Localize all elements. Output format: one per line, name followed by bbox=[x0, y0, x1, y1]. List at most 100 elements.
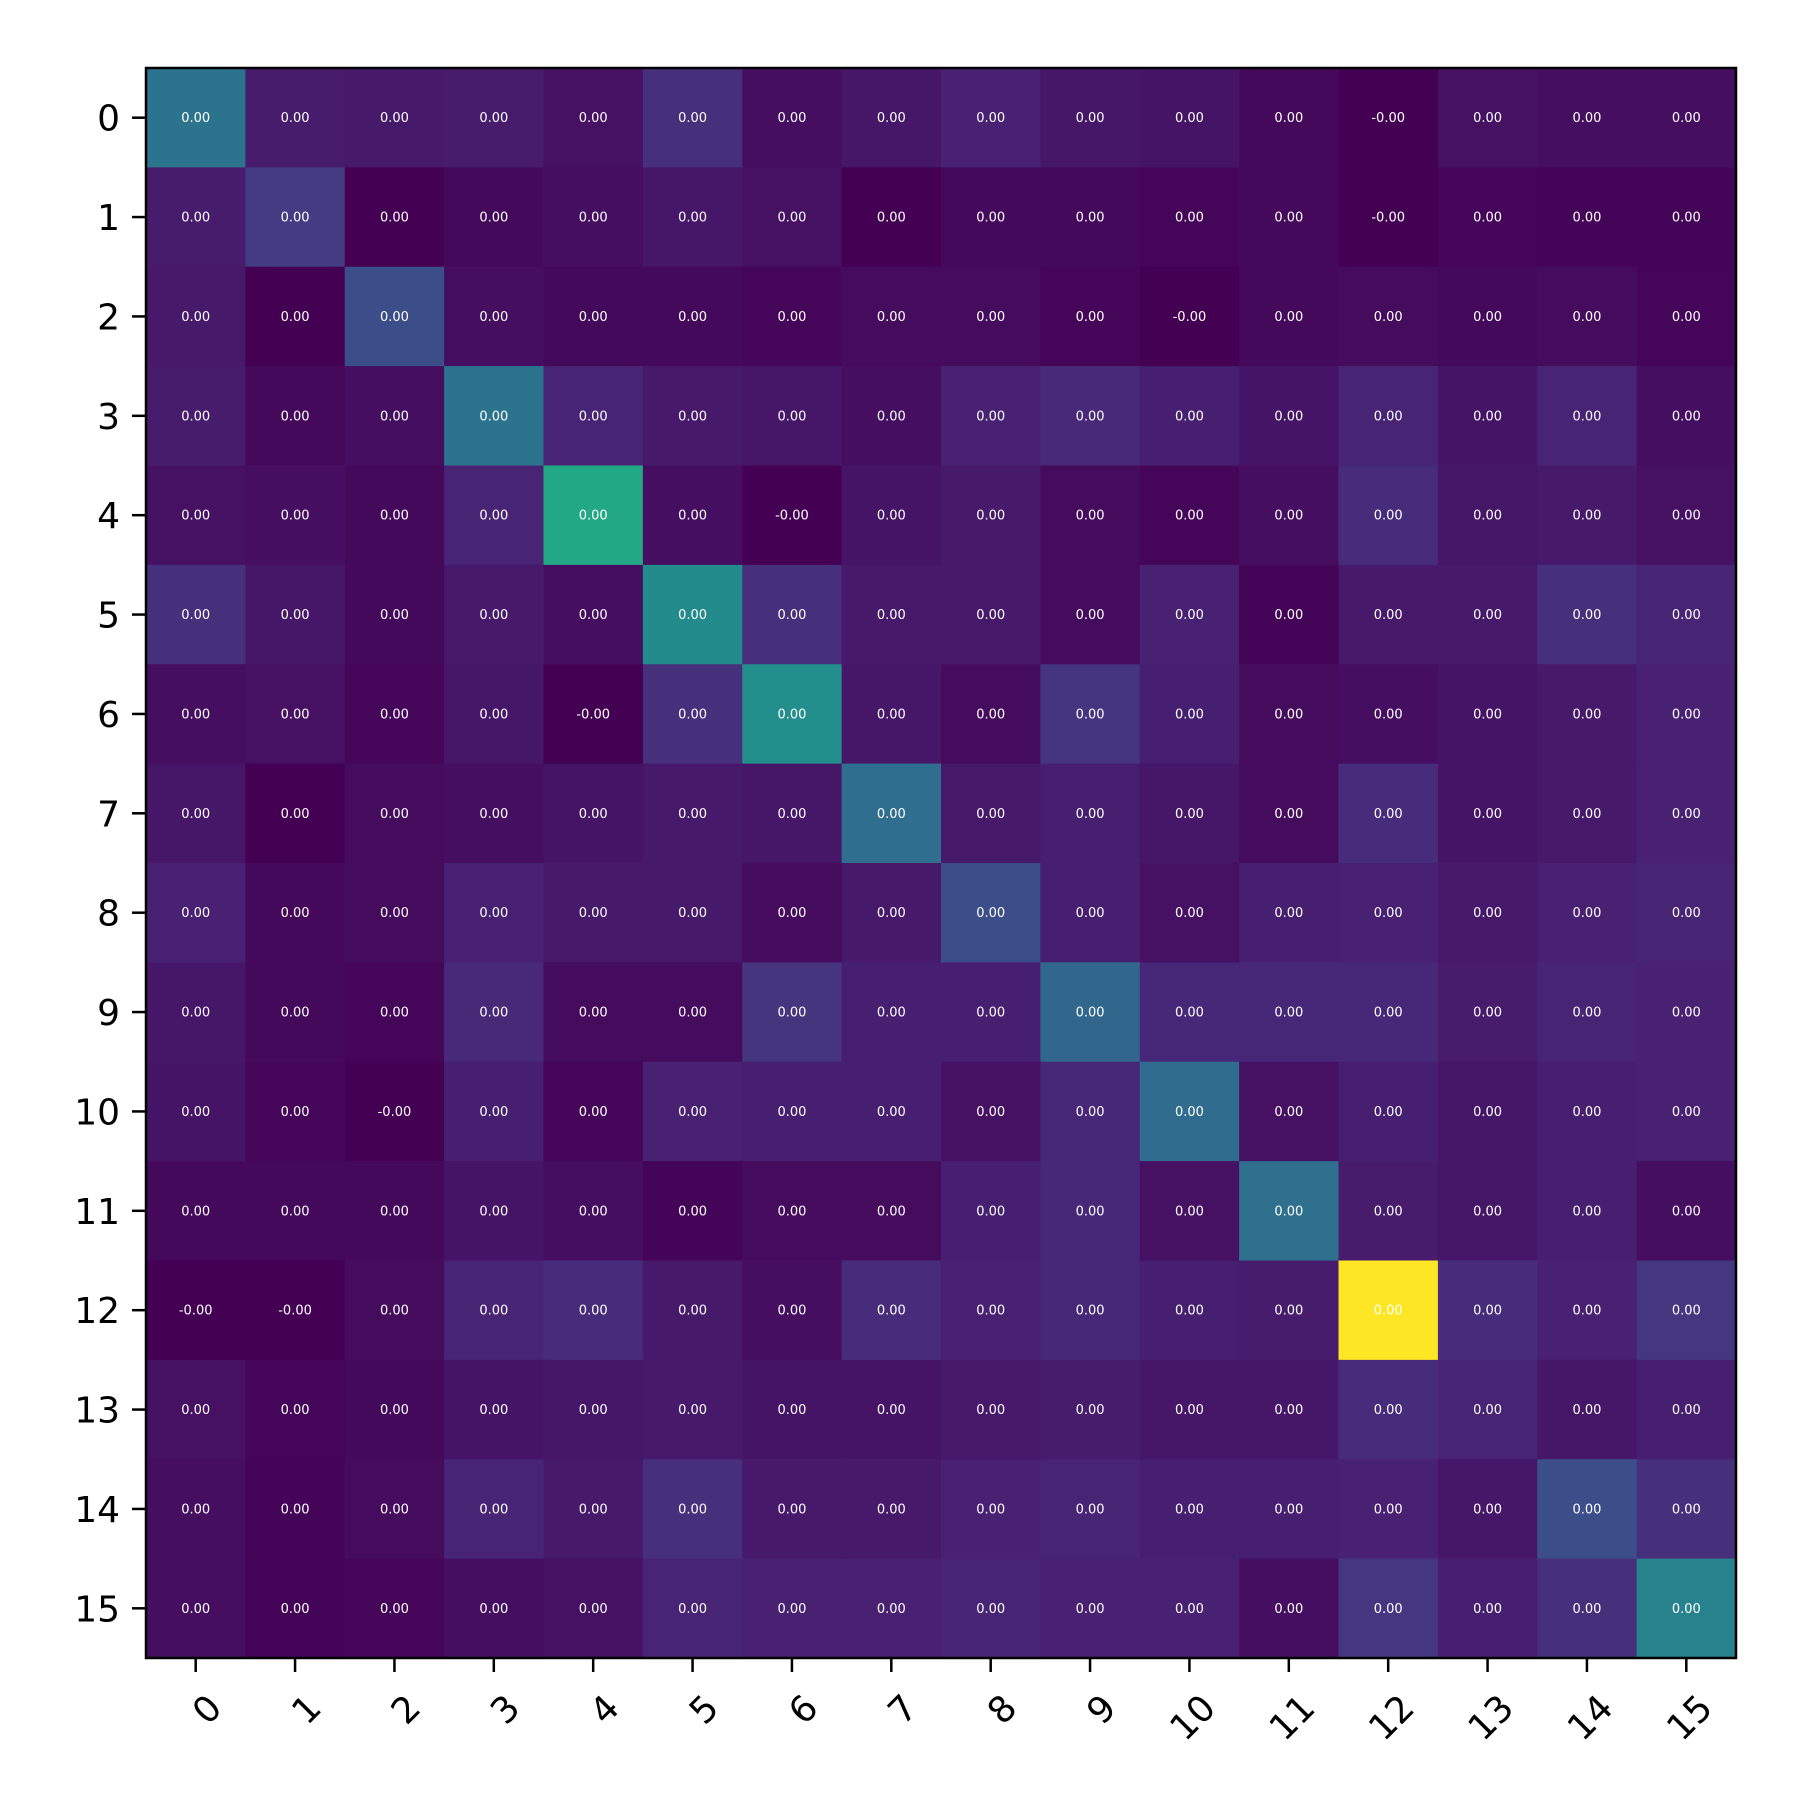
cell-label-14-0: 0.00 bbox=[181, 1502, 210, 1517]
heatmap-cell-9-8 bbox=[941, 962, 1041, 1063]
heatmap-cell-0-15 bbox=[1636, 68, 1737, 168]
y-tick-label-12: 12 bbox=[74, 1291, 120, 1332]
cell-label-9-14: 0.00 bbox=[1572, 1006, 1601, 1021]
x-tick-label-5: 5 bbox=[682, 1687, 727, 1732]
cell-label-7-15: 0.00 bbox=[1672, 807, 1701, 822]
cell-label-0-7: 0.00 bbox=[877, 111, 906, 126]
heatmap-cell-0-3 bbox=[444, 68, 545, 168]
heatmap-cell-2-5 bbox=[642, 266, 743, 367]
heatmap-cell-7-6 bbox=[742, 763, 843, 864]
cell-label-11-0: 0.00 bbox=[181, 1204, 210, 1219]
cell-label-12-5: 0.00 bbox=[678, 1304, 707, 1319]
cell-label-9-6: 0.00 bbox=[777, 1006, 806, 1021]
heatmap-cell-0-13 bbox=[1437, 68, 1538, 168]
heatmap-cell-3-5 bbox=[642, 366, 743, 467]
cell-label-5-4: 0.00 bbox=[579, 608, 608, 623]
heatmap-cell-11-13 bbox=[1437, 1161, 1538, 1262]
cell-label-0-6: 0.00 bbox=[777, 111, 806, 126]
heatmap-cell-5-10 bbox=[1139, 564, 1240, 665]
heatmap-cell-15-10 bbox=[1139, 1558, 1240, 1659]
cell-label-14-12: 0.00 bbox=[1374, 1502, 1403, 1517]
heatmap-cell-5-3 bbox=[444, 564, 545, 665]
cell-label-13-5: 0.00 bbox=[678, 1403, 707, 1418]
cell-label-2-5: 0.00 bbox=[678, 310, 707, 325]
cell-label-5-2: 0.00 bbox=[380, 608, 409, 623]
heatmap-cell-7-1 bbox=[245, 763, 346, 864]
cell-label-7-0: 0.00 bbox=[181, 807, 210, 822]
heatmap-cell-10-8 bbox=[941, 1061, 1041, 1162]
cell-label-13-11: 0.00 bbox=[1274, 1403, 1303, 1418]
cell-label-2-4: 0.00 bbox=[579, 310, 608, 325]
cell-label-7-1: 0.00 bbox=[281, 807, 310, 822]
cell-label-4-1: 0.00 bbox=[281, 509, 310, 524]
heatmap-cell-8-11 bbox=[1239, 863, 1340, 963]
heatmap-cell-14-1 bbox=[245, 1459, 346, 1560]
cell-label-1-6: 0.00 bbox=[777, 211, 806, 226]
heatmap-cell-13-11 bbox=[1239, 1359, 1340, 1460]
heatmap-cell-9-2 bbox=[344, 962, 445, 1063]
heatmap-cell-14-0 bbox=[146, 1459, 246, 1560]
heatmap-cell-14-15 bbox=[1636, 1459, 1737, 1560]
heatmap-cell-3-14 bbox=[1537, 366, 1638, 467]
heatmap-cell-14-8 bbox=[941, 1459, 1041, 1560]
heatmap-cell-13-8 bbox=[941, 1359, 1041, 1460]
heatmap-cell-10-5 bbox=[642, 1061, 743, 1162]
heatmap-cell-0-2 bbox=[344, 68, 445, 168]
cell-label-1-2: 0.00 bbox=[380, 211, 409, 226]
heatmap-cell-6-7 bbox=[841, 664, 942, 765]
heatmap-cell-11-2 bbox=[344, 1161, 445, 1262]
cell-label-11-8: 0.00 bbox=[976, 1204, 1005, 1219]
heatmap-cell-8-1 bbox=[245, 863, 346, 963]
cell-label-5-9: 0.00 bbox=[1076, 608, 1105, 623]
heatmap-cell-4-15 bbox=[1636, 465, 1737, 566]
heatmap-cell-8-5 bbox=[642, 863, 743, 963]
cell-label-13-4: 0.00 bbox=[579, 1403, 608, 1418]
cell-label-13-15: 0.00 bbox=[1672, 1403, 1701, 1418]
heatmap-cell-11-5 bbox=[642, 1161, 743, 1262]
heatmap-cell-7-7 bbox=[841, 763, 942, 864]
x-tick-label-12: 12 bbox=[1361, 1687, 1422, 1748]
cell-label-10-15: 0.00 bbox=[1672, 1105, 1701, 1120]
heatmap-cell-7-10 bbox=[1139, 763, 1240, 864]
heatmap-cell-15-12 bbox=[1338, 1558, 1439, 1659]
heatmap-cell-5-6 bbox=[742, 564, 843, 665]
cell-label-0-14: 0.00 bbox=[1572, 111, 1601, 126]
heatmap-cell-7-0 bbox=[146, 763, 246, 864]
heatmap-cell-2-15 bbox=[1636, 266, 1737, 367]
heatmap-cell-2-6 bbox=[742, 266, 843, 367]
cell-label-12-0: -0.00 bbox=[179, 1304, 213, 1319]
cell-label-5-8: 0.00 bbox=[976, 608, 1005, 623]
cell-label-4-15: 0.00 bbox=[1672, 509, 1701, 524]
heatmap-cell-4-13 bbox=[1437, 465, 1538, 566]
cell-label-8-15: 0.00 bbox=[1672, 906, 1701, 921]
cell-label-14-3: 0.00 bbox=[479, 1502, 508, 1517]
cell-label-1-13: 0.00 bbox=[1473, 211, 1502, 226]
cell-label-1-7: 0.00 bbox=[877, 211, 906, 226]
cell-label-15-5: 0.00 bbox=[678, 1602, 707, 1617]
x-tick-label-10: 10 bbox=[1163, 1687, 1224, 1748]
cell-label-9-11: 0.00 bbox=[1274, 1006, 1303, 1021]
cell-label-4-10: 0.00 bbox=[1175, 509, 1204, 524]
cell-label-12-11: 0.00 bbox=[1274, 1304, 1303, 1319]
y-tick-label-1: 1 bbox=[97, 198, 120, 239]
cell-label-13-10: 0.00 bbox=[1175, 1403, 1204, 1418]
heatmap-cell-6-11 bbox=[1239, 664, 1340, 765]
heatmap-cell-6-3 bbox=[444, 664, 545, 765]
heatmap-cell-2-8 bbox=[941, 266, 1041, 367]
heatmap-cell-4-14 bbox=[1537, 465, 1638, 566]
heatmap-cell-11-9 bbox=[1040, 1161, 1141, 1262]
heatmap-cell-13-4 bbox=[543, 1359, 644, 1460]
cell-label-2-9: 0.00 bbox=[1076, 310, 1105, 325]
cell-label-1-0: 0.00 bbox=[181, 211, 210, 226]
cell-label-9-8: 0.00 bbox=[976, 1006, 1005, 1021]
heatmap-cell-9-11 bbox=[1239, 962, 1340, 1063]
heatmap-cell-4-11 bbox=[1239, 465, 1340, 566]
x-tick-label-1: 1 bbox=[284, 1687, 329, 1732]
heatmap-cell-15-13 bbox=[1437, 1558, 1538, 1659]
heatmap-cell-labels: 0.00 0.00 0.00 0.00 0.00 0.00 0.00 0.00 0.00 0.00… bbox=[179, 111, 1701, 1617]
y-tick-label-5: 5 bbox=[97, 596, 120, 637]
cell-label-9-5: 0.00 bbox=[678, 1006, 707, 1021]
heatmap-cell-12-11 bbox=[1239, 1260, 1340, 1361]
cell-label-15-1: 0.00 bbox=[281, 1602, 310, 1617]
heatmap-cell-4-9 bbox=[1040, 465, 1141, 566]
